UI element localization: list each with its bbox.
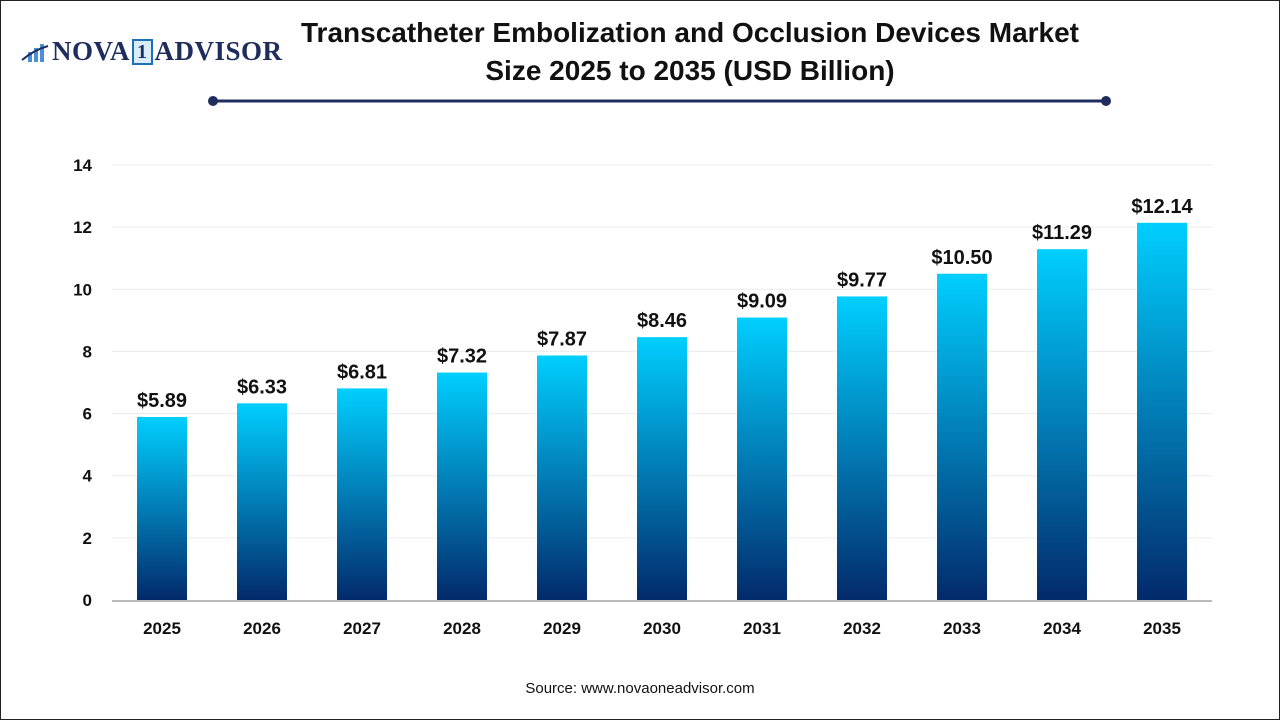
bar-2033 <box>937 273 987 600</box>
x-tick-label: 2035 <box>1143 619 1181 638</box>
x-tick-label: 2025 <box>143 619 181 638</box>
bar-2025 <box>137 416 187 600</box>
source-note: Source: www.novaoneadvisor.com <box>525 680 755 697</box>
bar-2031 <box>737 317 787 600</box>
x-tick-label: 2030 <box>643 619 681 638</box>
title-divider-dot-right <box>1101 96 1111 106</box>
data-label-2025: $5.89 <box>137 390 187 412</box>
logo-text-advisor: ADVISOR <box>154 36 283 66</box>
data-label-2031: $9.09 <box>737 291 787 313</box>
bar-2029 <box>537 355 587 600</box>
logo-text-nova: NOVA <box>52 36 131 66</box>
y-tick-label: 8 <box>83 342 92 361</box>
y-tick-label: 14 <box>73 156 92 175</box>
data-label-2030: $8.46 <box>637 310 687 332</box>
bar-2026 <box>237 403 287 600</box>
bar-2035 <box>1137 222 1187 601</box>
x-tick-label: 2026 <box>243 619 281 638</box>
title-divider-dot-left <box>208 96 218 106</box>
chart-title: Transcatheter Embolization and Occlusion… <box>300 17 1080 86</box>
bar-2028 <box>437 372 487 600</box>
x-tick-label: 2034 <box>1043 619 1081 638</box>
bar-2030 <box>637 337 687 600</box>
data-label-2035: $12.14 <box>1131 196 1193 218</box>
x-tick-label: 2031 <box>743 619 781 638</box>
data-label-2026: $6.33 <box>237 376 287 398</box>
x-tick-label: 2032 <box>843 619 881 638</box>
y-tick-label: 6 <box>83 405 92 424</box>
data-label-2032: $9.77 <box>837 269 887 291</box>
x-tick-label: 2033 <box>943 619 981 638</box>
y-tick-label: 0 <box>83 591 92 610</box>
bar-2034 <box>1037 249 1087 601</box>
y-tick-label: 12 <box>73 218 92 237</box>
data-label-2027: $6.81 <box>337 361 387 383</box>
bar-2032 <box>837 296 887 600</box>
logo: NOVA 1 ADVISOR <box>20 36 283 67</box>
x-tick-label: 2029 <box>543 619 581 638</box>
data-label-2029: $7.87 <box>537 328 587 350</box>
logo-text-one: 1 <box>132 38 153 65</box>
data-label-2028: $7.32 <box>437 346 487 368</box>
data-label-2034: $11.29 <box>1032 222 1092 244</box>
data-label-2033: $10.50 <box>931 247 992 269</box>
y-tick-label: 2 <box>83 529 92 548</box>
y-tick-label: 4 <box>83 467 93 486</box>
bar-2027 <box>337 388 387 600</box>
x-tick-label: 2027 <box>343 619 381 638</box>
y-tick-label: 10 <box>73 280 92 299</box>
x-tick-label: 2028 <box>443 619 481 638</box>
bar-chart-logo-icon <box>21 43 49 62</box>
